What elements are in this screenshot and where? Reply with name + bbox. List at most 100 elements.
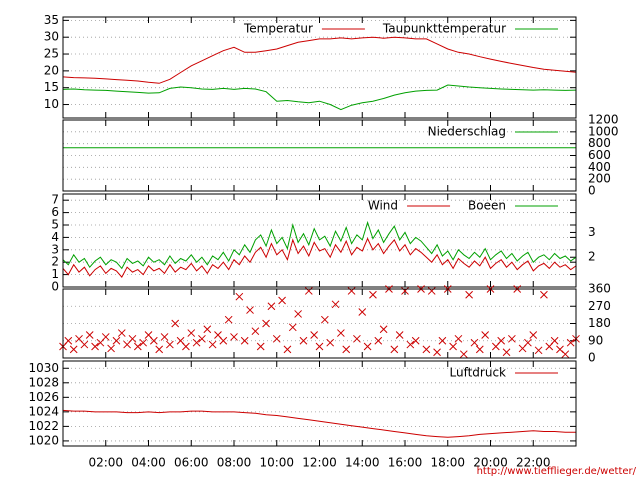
direction-marker (454, 334, 463, 343)
direction-marker (304, 287, 313, 295)
y2-tick-label: 1200 (588, 113, 619, 127)
direction-marker (353, 334, 361, 343)
direction-marker (534, 346, 543, 355)
direction-marker (149, 336, 158, 345)
x-tick-label: 06:00 (174, 456, 209, 470)
direction-marker (101, 333, 110, 341)
x-tick-label: 08:00 (217, 456, 252, 470)
direction-marker (182, 342, 190, 351)
y-tick-label: 7 (51, 193, 59, 207)
y2-tick-label: 0 (588, 184, 596, 198)
direction-marker (315, 342, 324, 351)
legend-label: Wind (368, 199, 398, 213)
direction-marker (85, 331, 94, 339)
legend-label: Niederschlag (428, 125, 506, 139)
direction-marker (529, 331, 538, 339)
direction-marker (294, 310, 302, 318)
direction-marker (449, 342, 457, 351)
direction-marker (465, 290, 473, 299)
direction-marker (395, 331, 404, 339)
panel-frame (62, 360, 577, 447)
direction-marker (139, 338, 148, 347)
direction-marker (262, 319, 270, 328)
y-tick-label: 5 (51, 218, 59, 232)
direction-marker (497, 336, 506, 345)
panel-frame (62, 119, 577, 192)
direction-marker (540, 290, 548, 299)
direction-marker (390, 345, 399, 354)
direction-marker (299, 336, 308, 345)
direction-marker (502, 348, 511, 357)
direction-marker (433, 348, 441, 357)
direction-marker (320, 315, 329, 324)
x-tick-label: 14:00 (345, 456, 380, 470)
direction-marker (337, 329, 345, 337)
direction-marker (379, 325, 388, 334)
y2-tick-label: 0 (588, 351, 596, 365)
direction-marker (374, 336, 383, 345)
legend-label: Luftdruck (449, 366, 506, 380)
direction-marker (427, 287, 436, 295)
direction-marker (459, 350, 468, 359)
y2-tick-label: 270 (588, 299, 611, 313)
y-tick-label: 25 (44, 47, 59, 61)
direction-marker (508, 334, 516, 343)
direction-marker (192, 338, 201, 347)
direction-marker (166, 340, 174, 349)
direction-marker (475, 345, 484, 354)
y-tick-label: 1030 (28, 361, 59, 375)
direction-marker (481, 331, 490, 339)
direction-marker (566, 338, 575, 347)
direction-marker (550, 336, 559, 345)
y-tick-label: 15 (44, 80, 59, 94)
series-line (62, 84, 577, 111)
y-tick-label: 1026 (28, 390, 59, 404)
direction-marker (406, 340, 415, 349)
series-line (62, 36, 577, 84)
direction-marker (326, 338, 335, 347)
x-tick-label: 12:00 (302, 456, 337, 470)
direction-marker (358, 308, 367, 316)
x-tick-label: 04:00 (131, 456, 166, 470)
direction-marker (267, 302, 276, 311)
direction-marker (347, 287, 356, 295)
direction-marker (342, 345, 351, 354)
direction-marker (224, 315, 233, 324)
y-tick-label: 1 (51, 267, 59, 281)
panel-frame (62, 16, 577, 119)
direction-marker (107, 344, 115, 353)
direction-marker (198, 334, 206, 343)
legend-label: Temperatur (243, 22, 313, 36)
series-line (62, 409, 576, 438)
y2-tick-label: 800 (588, 136, 611, 150)
legend-label: Taupunkttemperatur (382, 22, 506, 36)
direction-marker (251, 327, 260, 336)
x-tick-label: 10:00 (259, 456, 294, 470)
direction-marker (422, 345, 431, 354)
y2-tick-label: 1000 (588, 124, 619, 138)
direction-marker (278, 296, 286, 305)
panel-frame (62, 288, 577, 359)
panel-frame (62, 193, 577, 288)
y-tick-label: 35 (44, 13, 59, 27)
direction-marker (69, 345, 78, 354)
y2-tick-label: 180 (588, 316, 611, 330)
direction-marker (117, 329, 126, 337)
direction-marker (133, 342, 142, 351)
x-tick-label: 16:00 (388, 456, 423, 470)
direction-marker (411, 336, 420, 345)
series-line (62, 237, 577, 278)
y-tick-label: 1028 (28, 375, 59, 389)
direction-marker (235, 292, 244, 301)
direction-marker (256, 342, 265, 351)
legend-label: Boeen (468, 199, 506, 213)
y2-tick-label: 3 (588, 225, 596, 239)
y-tick-label: 4 (51, 230, 59, 244)
direction-marker (438, 336, 447, 345)
direction-marker (310, 331, 319, 339)
direction-marker (524, 338, 532, 347)
direction-marker (561, 350, 570, 359)
direction-marker (64, 336, 73, 345)
y-tick-label: 0 (51, 280, 59, 294)
